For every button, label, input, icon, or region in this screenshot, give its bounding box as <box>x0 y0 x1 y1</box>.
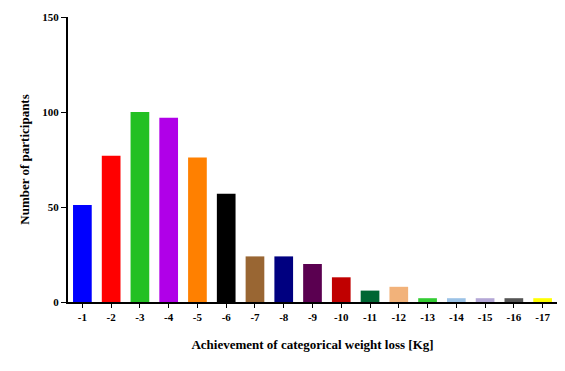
svg-text:100: 100 <box>42 106 59 118</box>
svg-text:-17: -17 <box>535 311 550 323</box>
svg-text:-14: -14 <box>449 311 464 323</box>
svg-text:0: 0 <box>53 296 59 308</box>
svg-text:-8: -8 <box>279 311 289 323</box>
svg-text:-16: -16 <box>507 311 522 323</box>
svg-text:-11: -11 <box>363 311 377 323</box>
svg-text:50: 50 <box>48 201 60 213</box>
svg-text:-4: -4 <box>164 311 174 323</box>
svg-text:-9: -9 <box>308 311 318 323</box>
svg-text:-2: -2 <box>107 311 117 323</box>
svg-text:-6: -6 <box>222 311 232 323</box>
svg-text:-10: -10 <box>334 311 349 323</box>
svg-text:-15: -15 <box>478 311 493 323</box>
svg-text:-1: -1 <box>78 311 87 323</box>
svg-text:150: 150 <box>42 11 59 23</box>
svg-text:-3: -3 <box>135 311 145 323</box>
svg-text:-5: -5 <box>193 311 203 323</box>
svg-text:-7: -7 <box>250 311 260 323</box>
svg-text:-12: -12 <box>391 311 406 323</box>
svg-text:Number of participants: Number of participants <box>17 94 32 224</box>
svg-text:-13: -13 <box>420 311 435 323</box>
svg-text:Achievement of categorical wei: Achievement of categorical weight loss [… <box>191 337 433 352</box>
